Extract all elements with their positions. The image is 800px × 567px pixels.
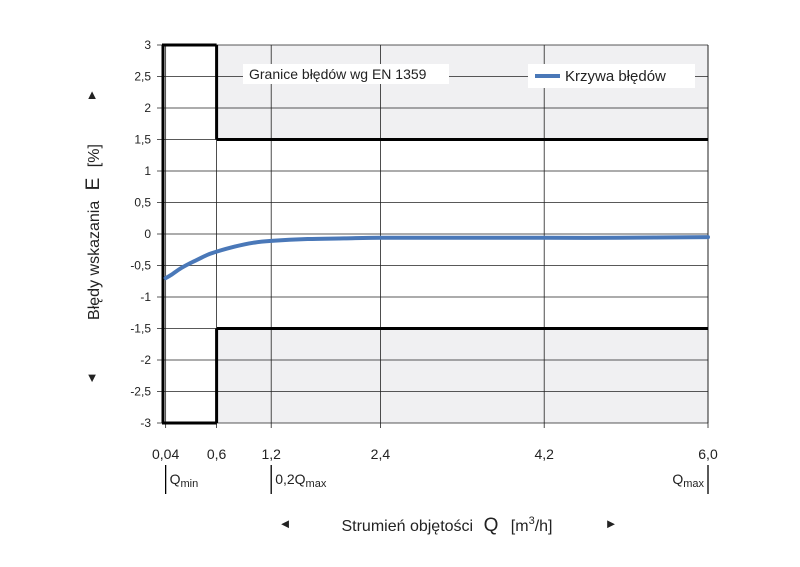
- y-axis-title-prefix: Błędy wskazania: [86, 201, 103, 320]
- y-tick-label: 0: [144, 227, 151, 241]
- y-axis-title-unit: [%]: [86, 144, 103, 167]
- error-curve-line: [163, 235, 710, 281]
- flow-marker-label: Qmin: [170, 471, 199, 490]
- upper-tolerance-band: [216, 45, 708, 140]
- x-axis-title-unit: [m: [511, 518, 529, 535]
- y-tick-label: 2: [144, 101, 151, 115]
- x-tick-label: 0,6: [207, 446, 227, 462]
- x-axis-right-arrow: ►: [605, 516, 618, 531]
- y-tick-label: 1: [144, 164, 151, 178]
- flow-marker-base: Q: [672, 471, 683, 487]
- x-axis-left-arrow: ◄: [279, 516, 292, 531]
- flow-marker-label: Qmax: [672, 471, 704, 490]
- y-axis-title-symbol: E: [83, 178, 104, 191]
- x-tick-label: 4,2: [534, 446, 554, 462]
- x-tick-label: 6,0: [698, 446, 718, 462]
- x-axis-title-unit-tail: /h]: [535, 518, 553, 535]
- y-axis-down-arrow: ▼: [86, 370, 99, 385]
- x-tick-label: 1,2: [261, 446, 281, 462]
- flow-marker-subscript: max: [683, 478, 704, 490]
- lower-tolerance-band: [216, 328, 708, 423]
- y-axis-title: Błędy wskazania E [%]: [83, 144, 104, 320]
- x-tick-label: 2,4: [371, 446, 391, 462]
- limits-annotation-text: Granice błędów wg EN 1359: [249, 66, 427, 82]
- x-tick-labels: 0,04 0,6 1,2 2,4 4,2 6,0: [152, 446, 718, 462]
- y-axis-up-arrow: ▲: [86, 87, 99, 102]
- legend-label: Krzywa błędów: [565, 68, 666, 85]
- y-tick-label: -3: [140, 416, 151, 430]
- error-limit-lines: [161, 43, 708, 425]
- flow-marker-label: 0,2Qmax: [275, 471, 327, 490]
- x-axis-title-prefix: Strumień objętości: [341, 518, 473, 535]
- flow-marker-subscript: max: [306, 478, 327, 490]
- x-tick-label: 0,04: [152, 446, 179, 462]
- x-axis-title: Strumień objętości Q [m3/h]: [341, 515, 552, 536]
- flow-marker-base: Q: [170, 471, 181, 487]
- error-curve-series: [163, 235, 710, 281]
- y-tick-label: -2,5: [130, 385, 151, 399]
- flow-marker-subscript: min: [181, 478, 199, 490]
- flow-marker-base: 0,2Q: [275, 471, 305, 487]
- x-axis-title-unit-sup: 3: [529, 515, 535, 527]
- y-tick-label: 1,5: [134, 133, 151, 147]
- y-tick-label: -1: [140, 290, 151, 304]
- y-tick-label: 3: [144, 38, 151, 52]
- y-tick-label: 0,5: [134, 196, 151, 210]
- y-tick-label: 2,5: [134, 70, 151, 84]
- y-tick-labels: 3 2,5 2 1,5 1 0,5 0 -0,5 -1 -1,5 -2 -2,5 -3: [130, 38, 151, 430]
- tolerance-bands: [216, 45, 708, 423]
- y-tick-label: -2: [140, 353, 151, 367]
- legend: Krzywa błędów: [528, 64, 695, 88]
- flow-markers: Qmin 0,2Qmax Qmax: [164, 465, 709, 494]
- limits-annotation: Granice błędów wg EN 1359: [243, 64, 449, 84]
- y-tick-label: -0,5: [130, 259, 151, 273]
- x-axis-title-symbol: Q: [484, 515, 499, 536]
- y-tick-label: -1,5: [130, 322, 151, 336]
